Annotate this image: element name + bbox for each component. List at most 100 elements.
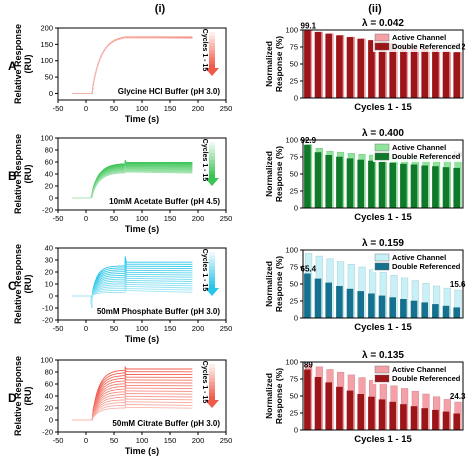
double-referenced-bar-13: [432, 166, 439, 208]
double-referenced-bar-13: [432, 304, 439, 318]
x-axis-label: Cycles 1 - 15: [354, 322, 412, 333]
double-referenced-bar-12: [421, 302, 428, 318]
cycles-arrow-segment: [209, 284, 215, 289]
row-label: D: [8, 391, 17, 405]
legend-background: [373, 142, 462, 162]
cycles-arrow-segment: [209, 46, 215, 51]
double-referenced-bar-5: [346, 37, 354, 98]
x-tick-label: 250: [220, 104, 233, 113]
x-tick-label: 200: [192, 324, 205, 333]
y-axis-label: Relative Response(RU): [13, 134, 33, 214]
sensorgram-curve-14: [72, 169, 193, 199]
y-axis-label-line2: (RU): [23, 275, 33, 294]
sensorgram-curve-7: [72, 36, 193, 94]
normalized-bar-chart-c: λ = 0.159 65.4 15.6 0 25 50 75 100 Active Channe…: [264, 238, 466, 333]
cycles-label: Cycles 1 - 15: [201, 139, 208, 182]
double-referenced-bar-2: [314, 278, 322, 318]
sensorgram-curve-15: [72, 37, 193, 94]
cycles-arrow-segment: [209, 156, 215, 161]
cycles-label: Cycles 1 - 15: [201, 361, 208, 404]
column-label-left: (i): [155, 3, 166, 15]
y-tick-label: 75: [290, 375, 298, 384]
y-tick-label: 25: [290, 409, 298, 418]
double-referenced-bar-11: [410, 46, 418, 98]
double-referenced-bar-9: [389, 401, 396, 430]
y-axis-label: Relative Response(RU): [13, 356, 33, 436]
legend-swatch-double-referenced: [374, 262, 390, 271]
cycles-arrow-segment: [209, 364, 215, 369]
double-referenced-bar-7: [368, 160, 375, 208]
cycles-arrow-segment: [209, 389, 215, 394]
cycles-arrow-segment: [209, 378, 215, 383]
x-tick-label: 100: [136, 324, 149, 333]
x-axis-label: Cycles 1 - 15: [354, 434, 412, 445]
double-referenced-bar-11: [410, 164, 418, 208]
legend-background: [373, 32, 462, 52]
x-axis-label: Time (s): [125, 114, 159, 124]
x-tick-label: -50: [53, 436, 64, 445]
y-tick-label: 0: [294, 94, 298, 103]
cycles-arrow-segment: [209, 149, 215, 154]
sensorgram-curve-15: [72, 405, 193, 421]
y-tick-label: 40: [45, 392, 53, 401]
legend-label-active-channel: Active Channel: [392, 253, 446, 262]
y-tick-label: 50: [290, 60, 298, 69]
x-tick-label: 50: [110, 324, 118, 333]
y-axis-label: NormalizedResponse (%): [264, 256, 284, 312]
sensorgram-curve-11: [72, 278, 193, 309]
sensorgram-curve-4: [72, 374, 193, 421]
double-referenced-bar-4: [336, 35, 343, 98]
sensorgram-curve-12: [72, 37, 193, 94]
sensorgram-curve-6: [72, 379, 193, 421]
sensorgram-curve-13: [72, 37, 193, 94]
double-referenced-bar-11: [410, 406, 418, 430]
legend-swatch-double-referenced: [374, 42, 390, 51]
sensorgram-curve-10: [72, 37, 193, 94]
row-label: A: [8, 59, 17, 73]
y-axis-label: Relative Response(RU): [13, 244, 33, 324]
row-label: B: [8, 169, 17, 183]
y-axis-label-line2: Response (%): [274, 36, 284, 92]
legend-background: [373, 364, 462, 384]
cycles-arrow-head: [205, 288, 219, 296]
x-axis-label: Time (s): [125, 334, 159, 344]
cycles-arrow-segment: [209, 152, 215, 157]
y-tick-label: 100: [40, 356, 53, 365]
sensorgram-curve-10: [72, 391, 193, 421]
x-tick-label: 250: [220, 214, 233, 223]
double-referenced-bar-3: [325, 33, 332, 99]
sensorgram-curve-6: [72, 36, 193, 94]
y-tick-label: 0: [294, 314, 298, 323]
x-tick-label: 200: [192, 436, 205, 445]
sensorgram-curve-14: [72, 37, 193, 94]
double-referenced-bar-8: [378, 399, 386, 430]
cycles-arrow-segment: [209, 374, 215, 379]
cycles-arrow-segment: [209, 42, 215, 47]
lambda-title: λ = 0.042: [362, 18, 404, 29]
y-axis-label-line1: Normalized: [264, 261, 274, 307]
y-tick-label: 50: [290, 280, 298, 289]
legend-label-double-referenced: Double Referenced: [392, 374, 461, 383]
first-value-label: 89: [304, 360, 313, 369]
y-axis-label: NormalizedResponse (%): [264, 368, 284, 424]
legend-label-double-referenced: Double Referenced: [392, 42, 461, 51]
y-tick-label: 10: [45, 280, 53, 289]
cycles-arrow-segment: [209, 160, 215, 165]
double-referenced-bar-5: [346, 390, 354, 430]
cycles-arrow-segment: [209, 396, 215, 401]
y-axis-label-line1: Relative Response: [13, 134, 23, 214]
cycles-arrow-segment: [209, 371, 215, 376]
sensorgram-curve-15: [72, 287, 193, 309]
double-referenced-bar-10: [400, 44, 407, 98]
double-referenced-bar-1: [304, 273, 311, 318]
x-tick-label: 200: [192, 214, 205, 223]
double-referenced-bar-5: [346, 158, 354, 208]
x-tick-label: 100: [136, 214, 149, 223]
double-referenced-bar-14: [442, 305, 450, 318]
x-tick-label: -50: [53, 214, 64, 223]
y-axis-label-line1: Normalized: [264, 41, 274, 87]
y-tick-label: 40: [45, 244, 53, 253]
